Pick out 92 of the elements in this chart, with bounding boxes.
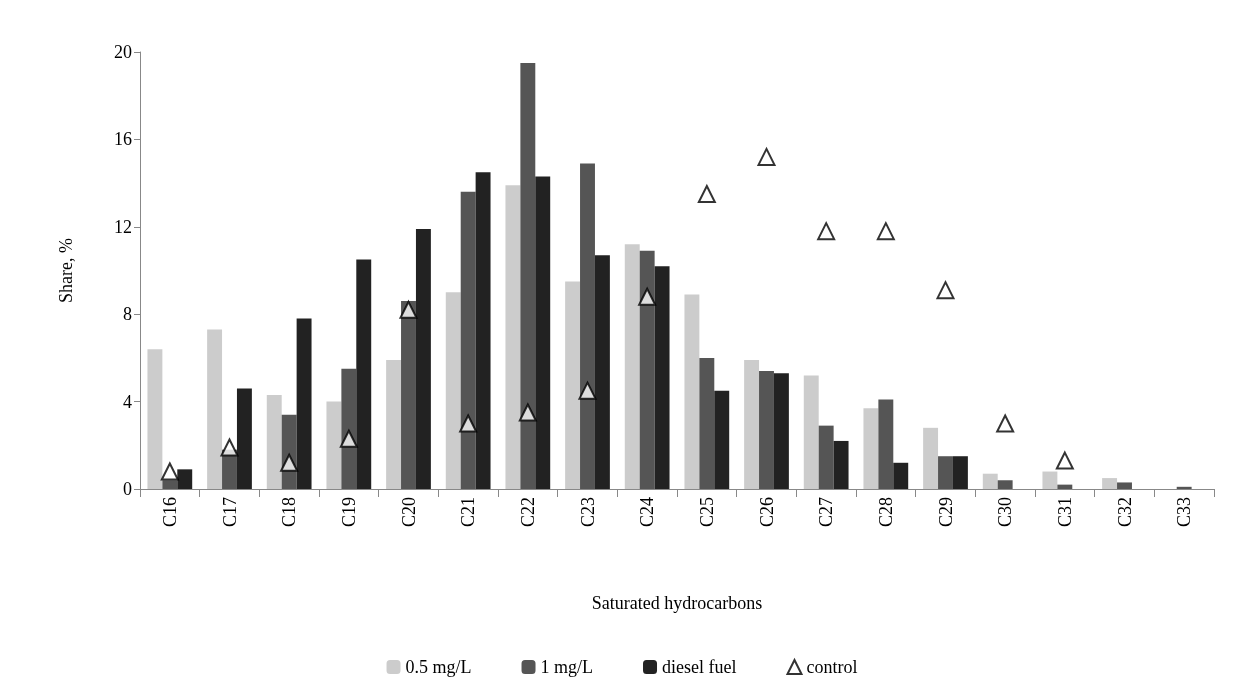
bar (341, 368, 357, 489)
legend-label: 0.5 mg/L (405, 657, 472, 677)
point (160, 462, 179, 481)
point (399, 300, 418, 319)
x-tick-label: C20 (398, 497, 419, 528)
y-tick-label: 4 (123, 391, 132, 412)
bar (401, 301, 416, 489)
bar (580, 163, 595, 489)
point (280, 453, 299, 472)
bar (565, 281, 581, 489)
x-tick-label: C24 (637, 497, 658, 528)
bar (460, 191, 476, 489)
y-tick-label: 8 (123, 304, 132, 325)
x-tick-label: C21 (458, 497, 479, 528)
x-tick-label: C32 (1114, 497, 1135, 528)
bar (1117, 482, 1132, 489)
bar (1102, 478, 1118, 489)
point (638, 287, 657, 306)
bar (207, 329, 223, 489)
x-tick-label: C17 (219, 497, 240, 528)
x-tick-label: C23 (577, 497, 598, 528)
bar (863, 408, 879, 489)
x-tick-label: C25 (696, 497, 717, 528)
bar (296, 318, 312, 489)
bar (266, 395, 282, 489)
bar (326, 401, 342, 489)
x-tick-label: C22 (517, 497, 538, 528)
bar (639, 250, 655, 489)
bar (773, 373, 789, 489)
bar (475, 172, 491, 489)
bar (803, 375, 819, 489)
bar (1176, 486, 1192, 489)
bar (415, 228, 431, 489)
y-tick-label: 16 (114, 129, 132, 150)
bar (818, 425, 834, 489)
bar (744, 360, 760, 489)
x-tick-label: C29 (935, 497, 956, 528)
bar (982, 473, 998, 489)
bar (938, 456, 953, 489)
point (936, 281, 955, 300)
x-tick-label: C16 (159, 497, 180, 528)
point (757, 147, 776, 166)
point (1055, 451, 1074, 470)
bar (714, 390, 730, 489)
bar (759, 371, 774, 489)
bar (356, 259, 372, 489)
bar (535, 176, 551, 489)
x-tick-label: C18 (279, 497, 300, 528)
x-tick-label: C28 (875, 497, 896, 528)
y-tick-label: 20 (114, 42, 132, 62)
bar (699, 357, 715, 489)
legend-label: diesel fuel (662, 657, 737, 677)
bar (684, 294, 700, 489)
x-tick-label: C19 (338, 497, 359, 528)
bar (386, 360, 402, 489)
bar (952, 456, 968, 489)
x-tick-label: C27 (816, 497, 837, 528)
bar (923, 427, 939, 489)
bar (893, 462, 909, 489)
point (996, 414, 1015, 433)
legend-label: control (806, 657, 858, 677)
y-axis-title: Share, % (56, 238, 76, 303)
x-tick-label: C31 (1054, 497, 1075, 528)
x-tick-label: C30 (995, 497, 1016, 528)
y-tick-label: 0 (123, 479, 132, 499)
point (578, 381, 597, 400)
bar (833, 440, 849, 489)
bar (177, 469, 193, 489)
bar (445, 292, 461, 489)
bar (997, 480, 1013, 489)
bar (1042, 471, 1058, 489)
bar (236, 388, 252, 489)
bar (624, 244, 640, 489)
point (876, 222, 895, 241)
x-tick-label: C26 (756, 497, 777, 528)
bar (878, 399, 894, 489)
point (518, 403, 537, 422)
bar (1057, 484, 1073, 489)
y-tick-label: 12 (114, 216, 132, 237)
bar (520, 62, 536, 489)
x-axis-title: Saturated hydrocarbons (591, 593, 763, 613)
x-tick-label: C33 (1174, 497, 1195, 528)
bar (505, 185, 521, 489)
point (459, 414, 478, 433)
point (817, 222, 836, 241)
point (339, 429, 358, 448)
bar (147, 349, 163, 489)
point (220, 438, 239, 457)
bar (594, 255, 610, 489)
point (697, 185, 716, 204)
bar (654, 266, 670, 489)
legend-label: 1 mg/L (540, 657, 594, 677)
